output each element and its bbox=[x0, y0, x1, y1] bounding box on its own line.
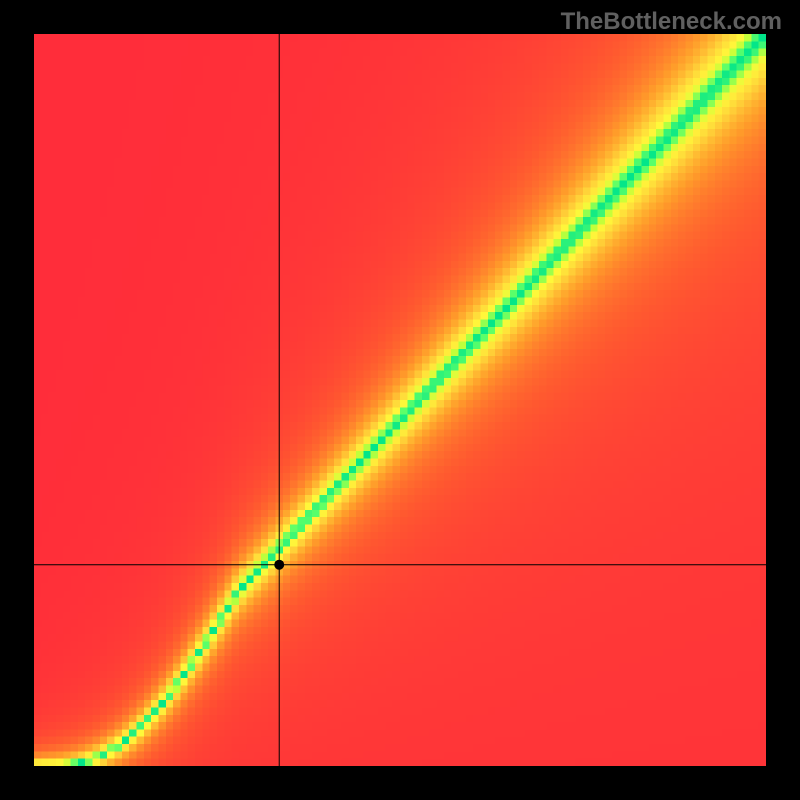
heatmap-canvas bbox=[34, 34, 766, 766]
chart-container: TheBottleneck.com bbox=[0, 0, 800, 800]
watermark-text: TheBottleneck.com bbox=[561, 8, 782, 36]
